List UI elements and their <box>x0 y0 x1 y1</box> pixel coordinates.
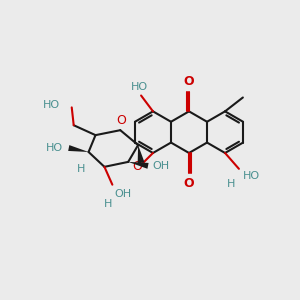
Text: HO: HO <box>46 143 63 153</box>
Polygon shape <box>138 145 145 164</box>
Text: OH: OH <box>114 189 131 199</box>
Text: HO: HO <box>130 82 148 92</box>
Text: H: H <box>227 179 235 189</box>
Text: OH: OH <box>152 161 169 171</box>
Polygon shape <box>68 145 88 152</box>
Text: O: O <box>116 114 126 127</box>
Text: O: O <box>184 177 194 190</box>
Text: H: H <box>76 164 85 174</box>
Text: O: O <box>184 75 194 88</box>
Text: HO: HO <box>43 100 60 110</box>
Text: H: H <box>104 199 112 208</box>
Text: O: O <box>132 160 142 173</box>
Polygon shape <box>128 162 148 169</box>
Text: HO: HO <box>243 171 260 181</box>
